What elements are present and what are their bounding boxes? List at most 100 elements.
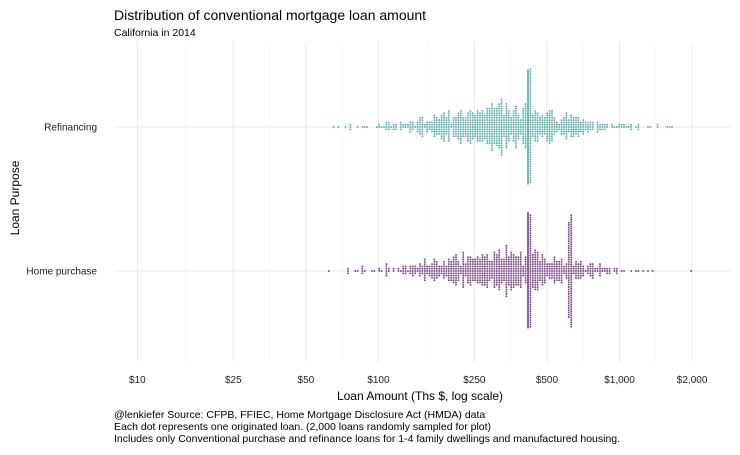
loan-dot — [493, 270, 496, 272]
loan-dot — [471, 126, 474, 128]
loan-dot — [527, 163, 529, 165]
loan-dot — [529, 165, 532, 168]
loan-dot — [493, 286, 496, 289]
loan-dot — [596, 121, 599, 124]
loan-dot — [570, 223, 573, 226]
loan-dot — [519, 121, 522, 124]
loan-dot — [459, 123, 462, 126]
loan-dot — [421, 132, 424, 135]
loan-dot — [491, 276, 493, 279]
loan-dot — [579, 126, 582, 128]
loan-dot — [428, 265, 431, 268]
loan-dot — [404, 265, 407, 268]
loan-dot — [541, 119, 544, 122]
loan-dot — [567, 253, 570, 256]
loan-dot — [577, 135, 580, 138]
loan-dot — [515, 128, 517, 131]
loan-dot — [539, 121, 541, 124]
loan-dot — [529, 247, 532, 250]
loan-dot — [519, 267, 522, 270]
loan-dot — [481, 119, 484, 122]
loan-dot — [531, 119, 534, 122]
loan-dot — [493, 251, 496, 254]
loan-dot — [433, 121, 436, 124]
loan-dot — [421, 265, 424, 268]
loan-dot — [539, 260, 541, 263]
loan-dot — [462, 263, 465, 266]
loan-dot — [438, 270, 441, 272]
loan-dot — [435, 130, 438, 133]
loan-dot — [474, 265, 477, 268]
loan-dot — [570, 265, 573, 268]
loan-dot — [560, 126, 563, 128]
x-tick-label: $500 — [536, 375, 559, 386]
loan-dot — [527, 70, 529, 73]
loan-dot — [582, 267, 585, 270]
loan-dot — [476, 272, 479, 275]
loan-dot — [529, 283, 532, 286]
loan-dot — [519, 283, 522, 286]
loan-dot — [488, 267, 491, 270]
loan-dot — [426, 272, 429, 275]
loan-dot — [505, 272, 508, 275]
loan-dot — [510, 119, 513, 122]
loan-dot — [541, 126, 544, 128]
loan-dot — [435, 272, 438, 275]
loan-dot — [462, 251, 465, 254]
loan-dot — [575, 270, 577, 272]
loan-dot — [431, 274, 433, 277]
loan-dot — [527, 274, 529, 277]
loan-dot — [551, 276, 553, 279]
loan-dot — [524, 139, 527, 142]
loan-dot — [462, 281, 465, 284]
loan-dot — [529, 146, 532, 149]
loan-dot — [524, 130, 527, 133]
loan-dot — [534, 251, 537, 254]
loan-dot — [445, 116, 448, 119]
loan-dot — [488, 109, 491, 112]
loan-dot — [527, 305, 529, 308]
loan-dot — [527, 241, 529, 243]
loan-dot — [575, 128, 577, 131]
loan-dot — [486, 126, 489, 128]
loan-dot — [519, 272, 522, 275]
loan-dot — [385, 263, 388, 266]
loan-dot — [529, 261, 532, 264]
loan-dot — [527, 292, 529, 295]
loan-dot — [527, 145, 529, 148]
loan-dot — [548, 130, 551, 133]
loan-dot — [531, 267, 534, 270]
loan-dot — [565, 126, 568, 128]
loan-dot — [486, 116, 489, 119]
loan-dot — [486, 114, 489, 117]
loan-dot — [522, 123, 525, 126]
loan-dot — [443, 265, 445, 268]
loan-dot — [507, 276, 510, 279]
loan-dot — [601, 126, 604, 128]
loan-dot — [587, 270, 589, 272]
loan-dot — [438, 128, 441, 131]
loan-dot — [464, 123, 467, 126]
loan-dot — [488, 119, 491, 122]
loan-dot — [551, 274, 553, 277]
loan-dot — [553, 276, 556, 279]
loan-dot — [493, 253, 496, 256]
loan-dot — [572, 265, 575, 268]
loan-dot — [385, 121, 388, 124]
loan-dot — [546, 267, 549, 270]
loan-dot — [435, 263, 438, 266]
loan-dot — [435, 123, 438, 126]
loan-dot — [505, 107, 508, 110]
loan-dot — [503, 263, 505, 266]
loan-dot — [519, 276, 522, 279]
x-tick-label: $50 — [298, 375, 315, 386]
loan-dot — [529, 227, 532, 230]
loan-dot — [527, 216, 529, 219]
loan-dot — [421, 135, 424, 138]
loan-dot — [507, 256, 510, 259]
loan-dot — [587, 130, 589, 133]
loan-dot — [527, 311, 529, 314]
loan-dot — [505, 103, 508, 105]
loan-dot — [483, 274, 486, 277]
loan-dot — [570, 321, 573, 324]
